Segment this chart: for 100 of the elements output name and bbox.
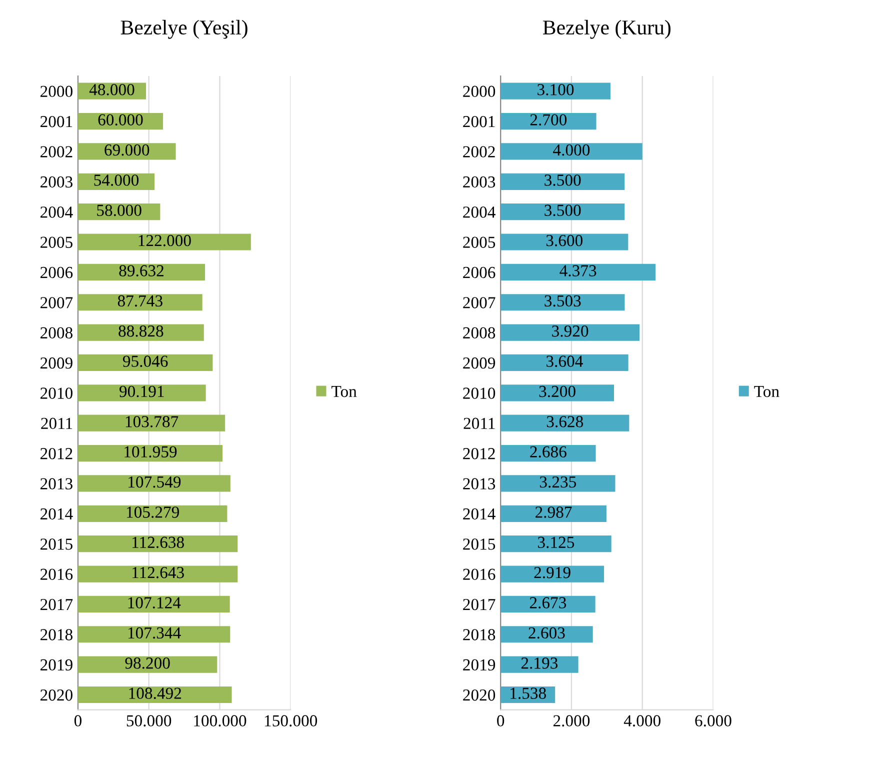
y-tick-label: 2002 — [40, 146, 72, 158]
data-label: 2.686 — [530, 446, 566, 458]
bar — [78, 294, 202, 311]
data-label: 112.643 — [132, 566, 184, 578]
data-label: 87.743 — [118, 295, 162, 307]
x-tick-label: 0 — [74, 715, 82, 726]
x-tick-label: 50.000 — [126, 715, 172, 727]
bar — [78, 536, 238, 552]
y-tick-label: 2006 — [463, 266, 496, 278]
data-label: 3.920 — [552, 325, 588, 337]
y-tick-label: 2016 — [40, 568, 73, 580]
x-tick-label: 150.000 — [264, 715, 318, 727]
bar — [78, 596, 230, 612]
data-label: 54.000 — [94, 174, 139, 186]
bar — [500, 234, 628, 250]
y-tick-label: 2008 — [463, 327, 496, 338]
legend-label: Ton — [332, 386, 357, 398]
y-tick-label: 2019 — [40, 659, 72, 671]
data-label: 122.000 — [138, 234, 191, 246]
y-tick-label: 2011 — [41, 418, 72, 430]
data-label: 2.673 — [530, 597, 566, 608]
y-tick-label: 2000 — [463, 86, 496, 98]
bar — [500, 354, 628, 372]
y-tick-label: 2006 — [40, 266, 73, 278]
y-tick-label: 2009 — [40, 357, 72, 369]
data-label: 98.200 — [125, 657, 170, 669]
bar — [500, 536, 612, 552]
data-label: 3.600 — [546, 234, 582, 246]
y-tick-label: 2001 — [463, 116, 495, 128]
bar — [500, 294, 625, 311]
bar — [500, 596, 596, 612]
y-tick-label: 2012 — [40, 448, 72, 460]
data-label: 108.492 — [129, 688, 182, 699]
y-tick-label: 2014 — [463, 508, 496, 520]
data-label: 3.628 — [546, 416, 583, 428]
data-label: 112.638 — [132, 536, 184, 548]
y-tick-label: 2013 — [463, 478, 496, 490]
data-label: 2.193 — [521, 658, 558, 669]
y-tick-label: 2020 — [40, 689, 72, 701]
y-tick-label: 2019 — [463, 659, 496, 671]
y-tick-label: 2015 — [40, 538, 72, 550]
y-tick-label: 2011 — [464, 418, 495, 430]
data-label: 3.604 — [546, 356, 583, 367]
data-label: 3.200 — [539, 386, 576, 398]
data-label: 69.000 — [104, 144, 150, 156]
bar — [500, 384, 614, 402]
data-label: 3.235 — [540, 476, 576, 488]
y-tick-label: 2014 — [40, 508, 73, 520]
x-tick-label: 4.000 — [624, 715, 660, 727]
y-tick-label: 2007 — [40, 297, 73, 308]
y-tick-label: 2003 — [463, 176, 496, 188]
data-label: 4.000 — [553, 144, 590, 156]
data-label: 107.549 — [128, 476, 181, 488]
bar — [500, 82, 610, 100]
data-label: 2.700 — [530, 114, 567, 126]
chart-title: Bezelye (Kuru) — [543, 20, 670, 39]
bar — [78, 264, 206, 280]
y-tick-label: 2009 — [463, 357, 496, 369]
legend-label: Ton — [754, 386, 780, 398]
data-label: 3.500 — [544, 204, 581, 216]
bar — [500, 505, 606, 522]
data-label: 95.046 — [122, 356, 168, 367]
y-tick-label: 2007 — [463, 297, 496, 308]
y-tick-label: 2016 — [463, 568, 496, 580]
chart-title: Bezelye (Yeşil) — [120, 20, 248, 39]
y-tick-label: 2000 — [40, 86, 72, 98]
bar — [78, 234, 251, 250]
data-label: 2.987 — [536, 506, 572, 518]
y-tick-label: 2017 — [40, 598, 73, 610]
bar — [500, 475, 616, 492]
y-tick-label: 2001 — [40, 116, 72, 128]
y-tick-label: 2018 — [463, 629, 496, 640]
y-tick-label: 2008 — [40, 327, 72, 338]
data-label: 103.787 — [126, 416, 178, 428]
bar — [78, 656, 218, 673]
y-tick-label: 2005 — [40, 236, 72, 248]
bar — [78, 354, 213, 372]
y-tick-label: 2004 — [463, 206, 496, 218]
data-label: 3.125 — [538, 536, 574, 548]
bar — [78, 324, 204, 341]
y-tick-label: 2005 — [463, 236, 496, 248]
bar — [500, 173, 625, 190]
bar — [500, 204, 625, 220]
y-tick-label: 2015 — [463, 538, 496, 550]
bar — [500, 324, 640, 341]
data-label: 88.828 — [118, 325, 164, 337]
data-label: 107.124 — [128, 597, 181, 608]
y-tick-label: 2003 — [40, 176, 72, 188]
data-label: 90.191 — [120, 386, 164, 398]
data-label: 60.000 — [98, 114, 143, 126]
bar — [78, 475, 230, 492]
bar — [500, 414, 630, 432]
bar — [78, 414, 226, 432]
bar — [500, 626, 593, 643]
data-label: 3.500 — [544, 174, 581, 186]
bar — [500, 656, 578, 673]
bar — [78, 626, 230, 643]
data-label: 107.344 — [128, 627, 181, 639]
y-tick-label: 2010 — [40, 388, 72, 399]
data-label: 3.503 — [544, 295, 581, 307]
